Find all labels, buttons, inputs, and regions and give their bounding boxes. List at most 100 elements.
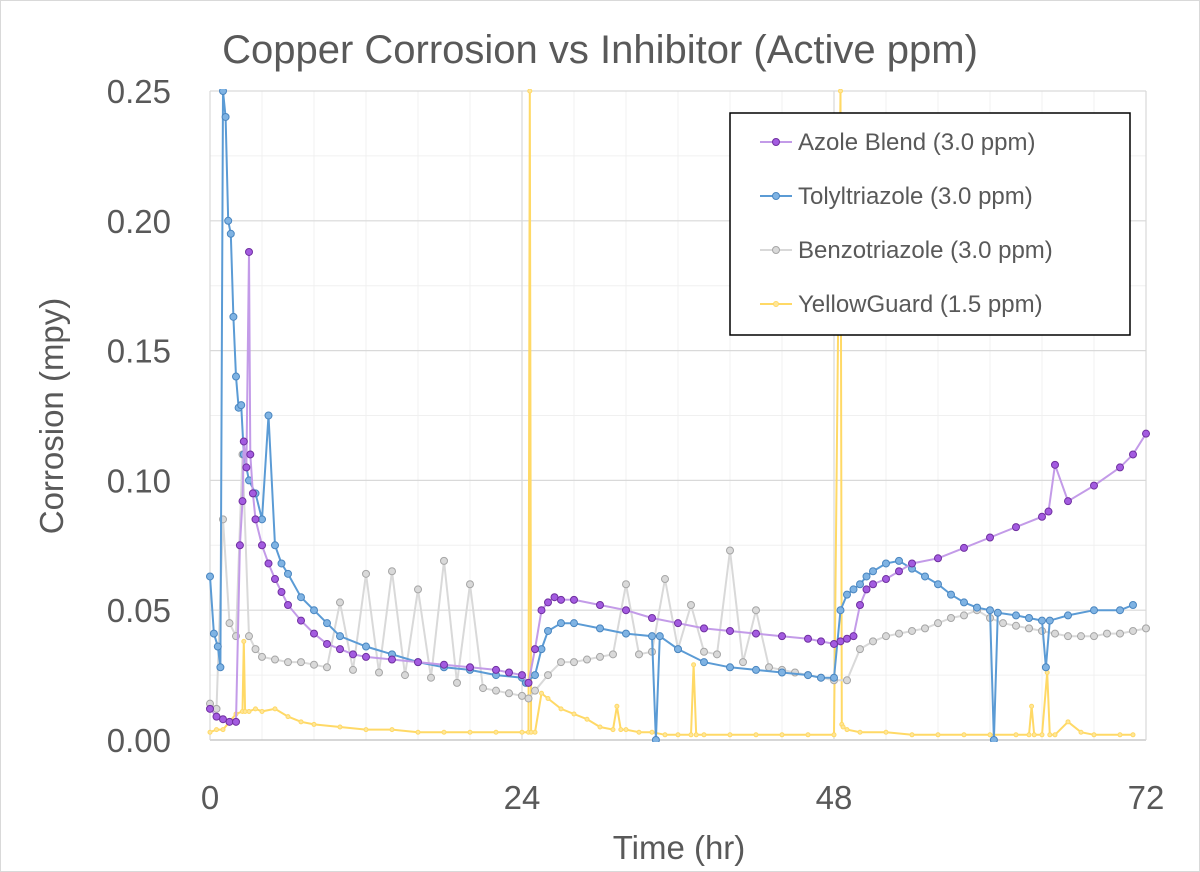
x-tick-label: 72 [1128,779,1165,816]
data-point [1039,732,1045,738]
data-point [713,650,721,659]
data-point [856,645,864,654]
data-point [505,689,513,698]
data-point [960,543,968,552]
data-point [570,658,578,667]
data-point [219,715,227,724]
data-point [648,613,656,622]
data-point [225,619,234,628]
data-point [226,229,235,238]
series-1 [206,247,1150,726]
legend-box [729,112,1131,336]
data-point [655,632,664,641]
data-point [1025,613,1033,622]
data-point [229,312,238,321]
x-tick-label: 48 [816,779,853,816]
data-point [466,580,474,589]
data-point [297,616,305,625]
data-point [700,624,708,633]
data-point [277,588,286,597]
data-point [973,603,981,612]
data-point [539,690,544,696]
legend-entry-3: Benzotriazole (3.0 ppm) [760,237,1053,264]
data-point [609,650,617,659]
data-point [209,629,218,638]
data-point [674,619,682,628]
data-point [726,663,734,672]
legend-entry-2: Tolyltriazole (3.0 ppm) [760,183,1033,210]
data-point [466,663,474,672]
data-point [675,732,681,738]
data-point [213,642,222,651]
data-point [518,671,526,680]
data-point [895,567,903,576]
y-tick-label: 0.00 [107,722,171,759]
data-point [935,732,941,738]
data-point [220,727,226,733]
data-point [636,729,642,735]
data-point [610,727,616,733]
data-point [651,736,660,742]
data-point [1052,732,1058,738]
data-point [550,593,559,602]
data-point [557,595,565,604]
data-point [1142,624,1150,633]
data-point [1045,616,1054,625]
data-point [909,732,915,738]
legend-entry-4: YellowGuard (1.5 ppm) [760,291,1043,318]
data-point [856,580,864,589]
data-point [284,658,292,667]
data-point [440,660,448,669]
data-point [843,634,851,643]
data-point [869,637,877,646]
y-tick-label: 0.15 [107,333,171,370]
data-point [518,691,526,700]
data-point [753,732,759,738]
data-point [253,706,258,712]
data-point [674,645,682,654]
data-point [527,89,533,94]
data-point [830,673,838,682]
legend-label: YellowGuard (1.5 ppm) [798,291,1043,318]
data-point [362,642,370,651]
data-point [264,411,273,420]
data-point [778,668,786,677]
data-point [817,637,825,646]
data-point [687,601,695,610]
data-point [987,732,993,738]
data-point [235,541,244,550]
data-point [237,401,246,410]
data-point [492,686,500,695]
data-point [895,629,903,638]
data-point [1026,732,1032,738]
data-point [857,729,863,735]
data-point [831,732,837,738]
legend-swatch-marker [772,246,780,254]
data-point [297,593,305,602]
data-point [843,590,851,599]
data-point [934,619,942,628]
data-point [219,89,227,95]
data-point [882,575,890,584]
data-point [1117,732,1123,738]
data-point [336,598,344,607]
data-point [804,634,812,643]
data-point [934,580,942,589]
data-point [752,665,760,674]
data-point [862,585,871,594]
data-point [258,652,266,661]
data-point [947,590,955,599]
data-point [961,732,967,738]
series-4 [207,89,1136,738]
chart-title: Copper Corrosion vs Inhibitor (Active pp… [222,28,978,72]
data-point [532,729,538,735]
data-point [596,601,604,610]
data-point [537,606,546,615]
data-point [297,658,305,667]
data-point [310,660,318,669]
data-point [544,626,552,635]
data-point [537,645,546,654]
data-point [700,647,708,656]
data-point [389,727,395,733]
